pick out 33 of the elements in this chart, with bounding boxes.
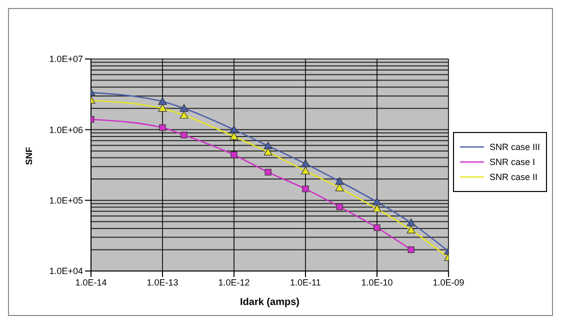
point <box>335 184 344 192</box>
point <box>406 226 416 234</box>
legend-label: SNR case I <box>489 157 535 167</box>
point <box>158 97 167 105</box>
x-tick-label: 1.0E-10 <box>361 277 393 288</box>
point <box>335 177 344 185</box>
x-tick-label: 1.0E-09 <box>432 277 464 288</box>
point <box>230 132 238 140</box>
point <box>406 218 416 226</box>
point <box>264 148 272 156</box>
legend-label: SNR case III <box>489 142 540 152</box>
point <box>230 152 238 158</box>
x-tick-label: 1.0E-14 <box>75 277 107 288</box>
legend-label: SNR case II <box>489 172 538 182</box>
point <box>408 246 414 254</box>
x-axis-title: Idark (amps) <box>240 297 300 308</box>
y-axis-title: SNF <box>24 146 34 165</box>
point <box>264 168 272 176</box>
point <box>301 159 310 167</box>
y-tick-label: 1.0E+07 <box>49 54 83 64</box>
point <box>230 125 238 133</box>
x-tick-label: 1.0E-13 <box>146 277 178 288</box>
point <box>159 124 166 131</box>
y-tick-label: 1.0E+05 <box>49 196 83 206</box>
point <box>264 142 272 150</box>
point <box>302 186 309 192</box>
y-tick-label: 1.0E+06 <box>49 124 83 135</box>
x-tick-label: 1.0E-11 <box>290 277 321 288</box>
point <box>158 104 167 112</box>
y-tick-label: 1.0E+04 <box>49 266 83 276</box>
x-tick-label: 1.0E-12 <box>218 277 250 288</box>
point <box>301 166 310 174</box>
point <box>336 204 343 210</box>
